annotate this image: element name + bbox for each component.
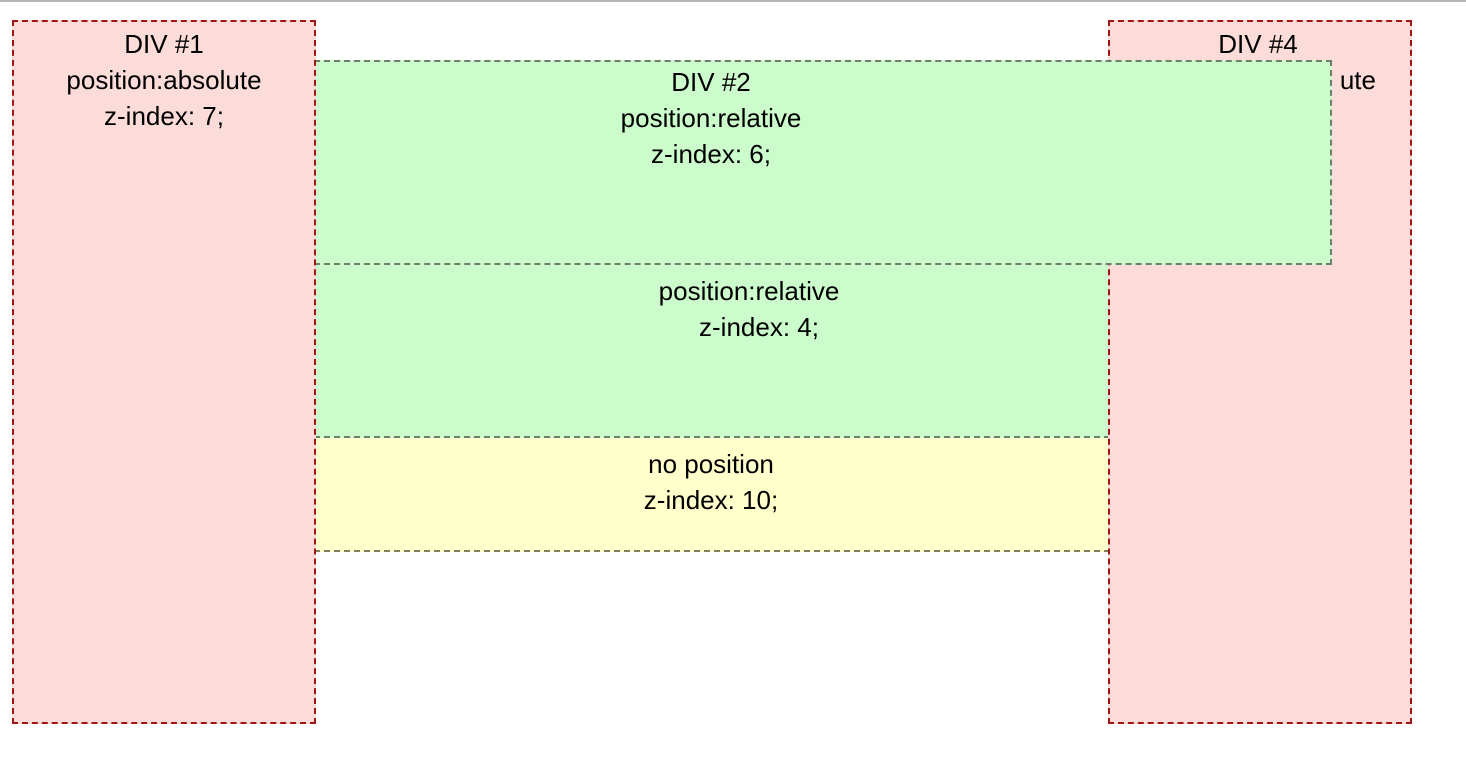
div3-box: position:relative z-index: 4; xyxy=(314,263,1110,438)
div3-content: position:relative z-index: 4; xyxy=(604,273,894,345)
div5-content: no position z-index: 10; xyxy=(581,446,841,518)
div2-position: position:relative xyxy=(620,103,802,133)
div1-position: position:absolute xyxy=(66,65,262,95)
div4-title: DIV #4 xyxy=(1218,29,1298,59)
div5-zindex: z-index: 10; xyxy=(643,485,779,515)
div4-content: DIV #4 ute xyxy=(1108,26,1408,98)
div2-content: DIV #2 position:relative z-index: 6; xyxy=(596,64,826,172)
div1-zindex: z-index: 7; xyxy=(104,101,224,131)
div2-title: DIV #2 xyxy=(671,67,751,97)
div1-title: DIV #1 xyxy=(124,29,204,59)
div5-position: no position xyxy=(648,449,774,479)
div3-position: position:relative xyxy=(658,276,840,306)
div4-position-partial: ute xyxy=(1339,65,1376,95)
div5-box: no position z-index: 10; xyxy=(314,436,1110,552)
div2-box: DIV #2 position:relative z-index: 6; xyxy=(314,60,1332,265)
top-border-line xyxy=(0,0,1466,2)
div3-zindex: z-index: 4; xyxy=(699,312,819,342)
div2-zindex: z-index: 6; xyxy=(651,139,771,169)
div1-box: DIV #1 position:absolute z-index: 7; xyxy=(12,20,316,724)
